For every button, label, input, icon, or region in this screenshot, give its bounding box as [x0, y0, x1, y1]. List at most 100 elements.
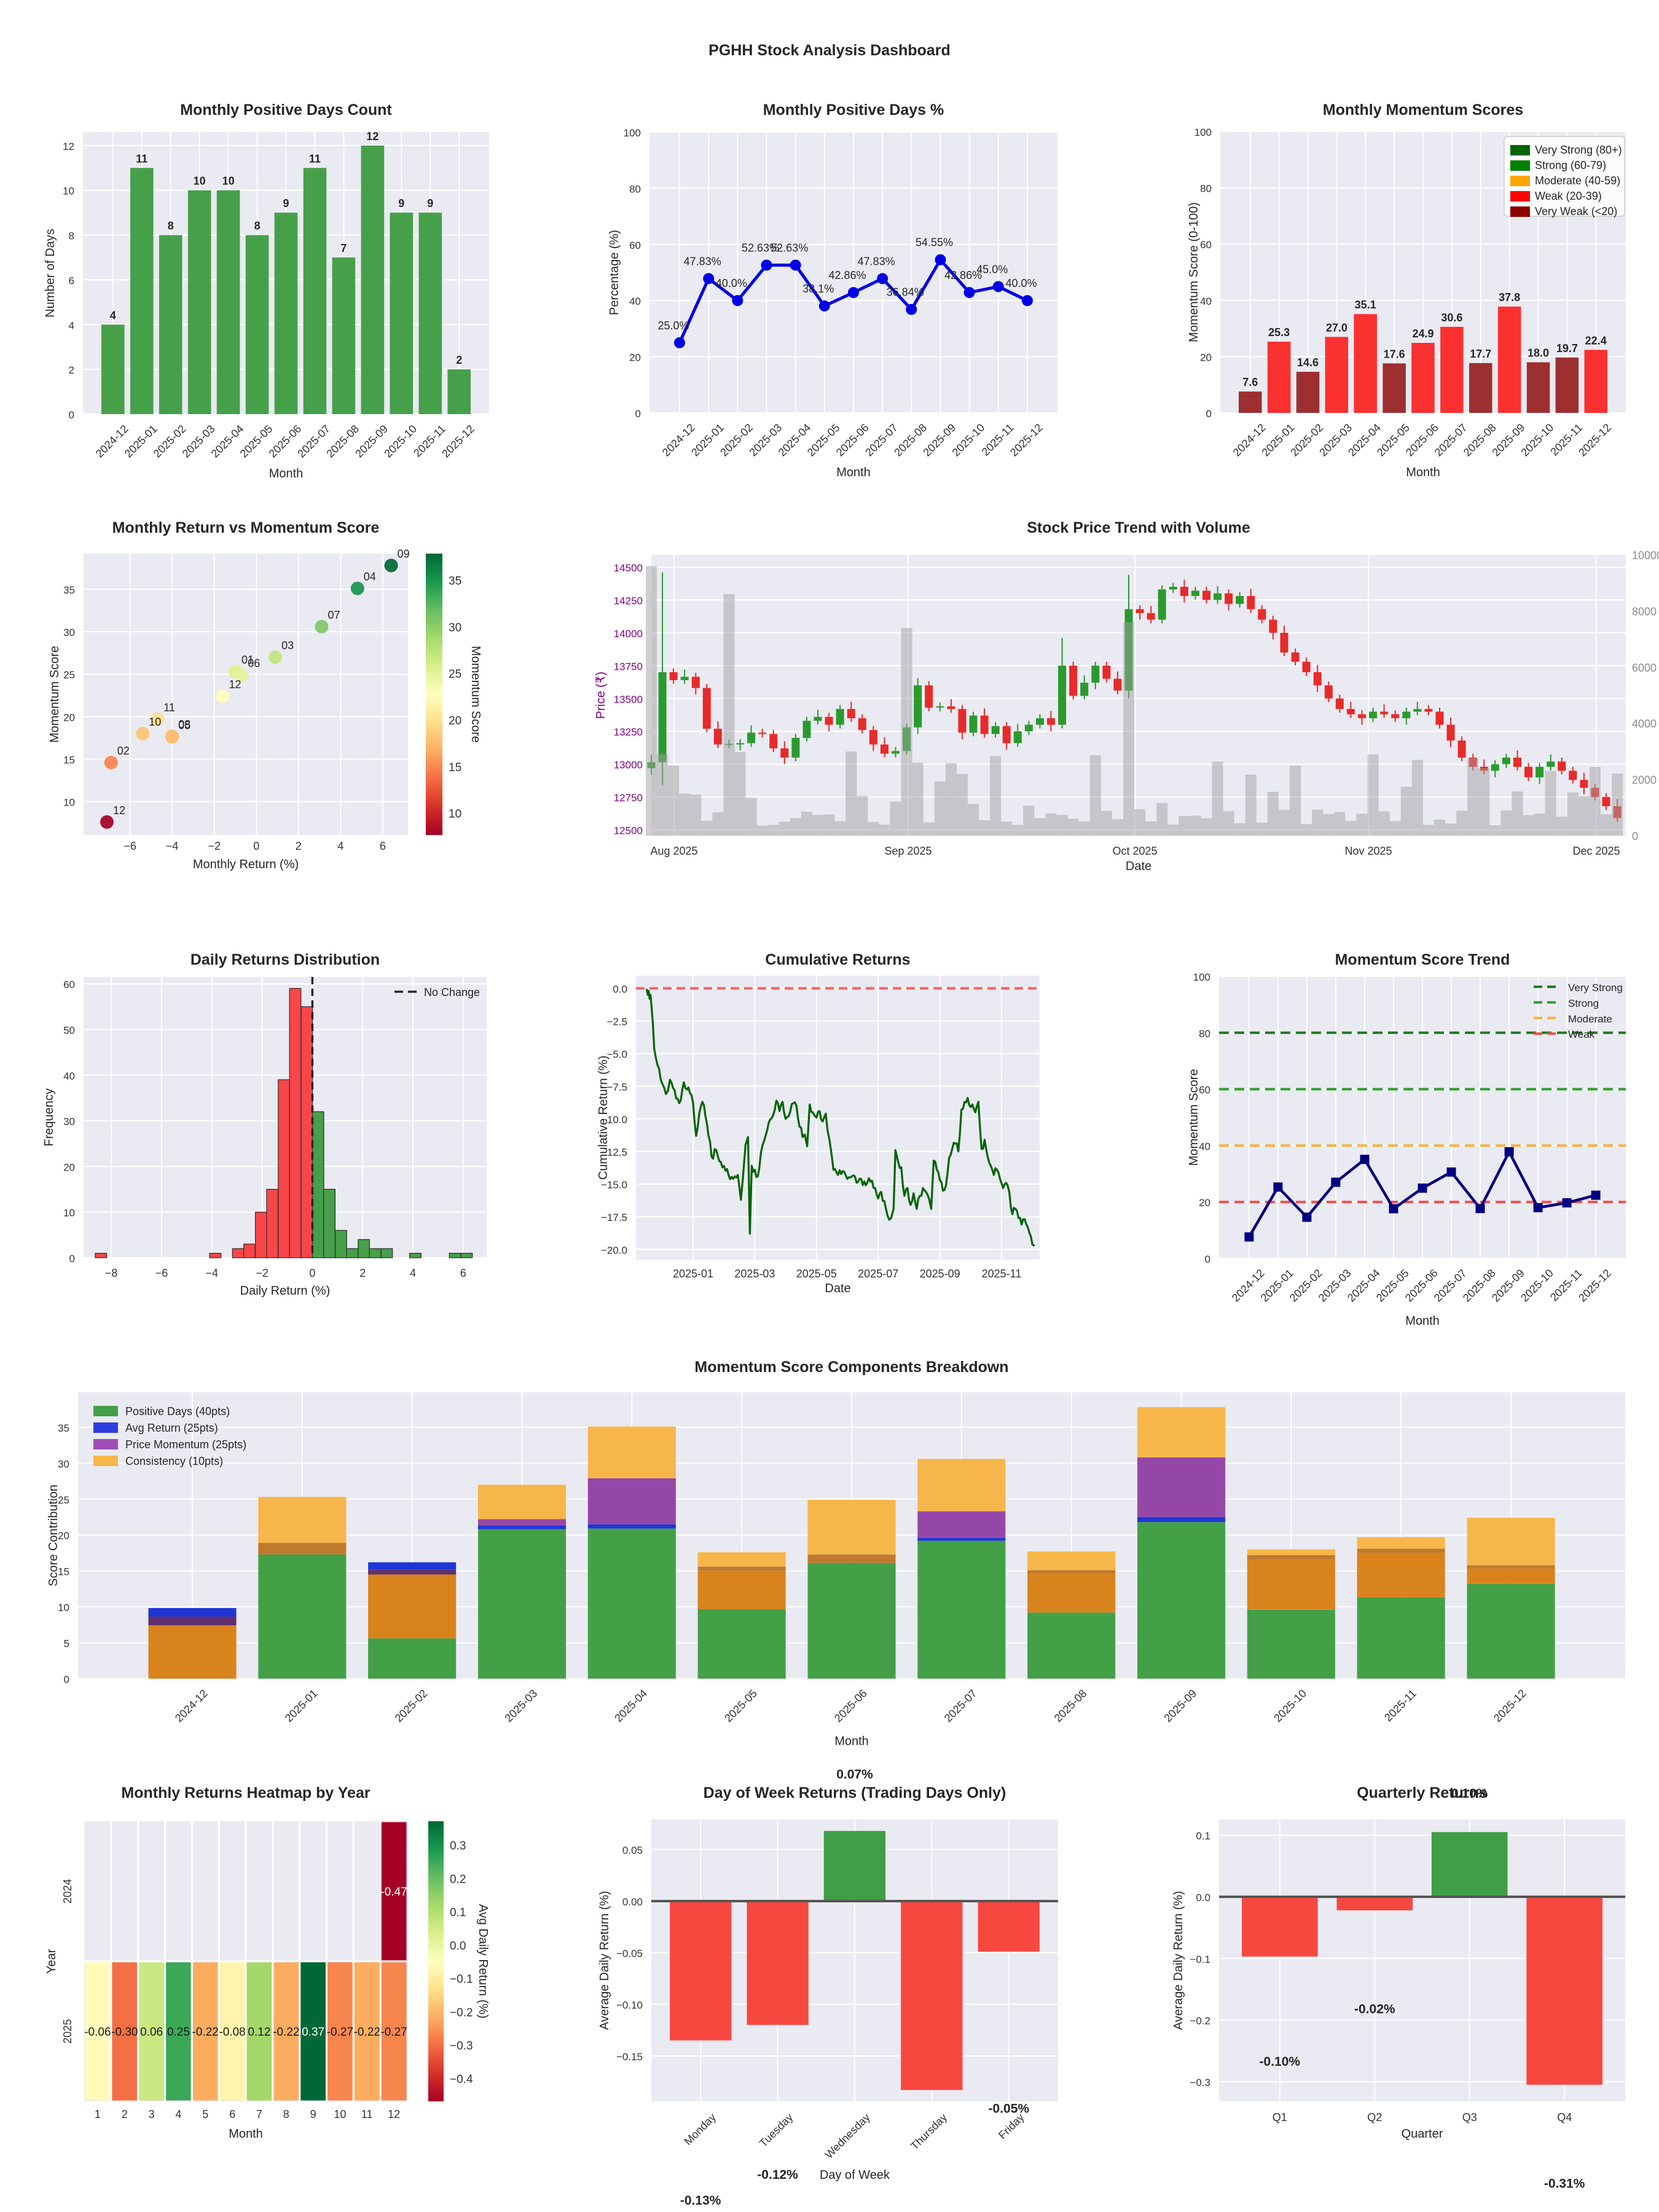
svg-text:15: 15: [449, 761, 461, 774]
svg-text:12500: 12500: [614, 825, 643, 837]
svg-text:−15.0: −15.0: [601, 1179, 627, 1191]
svg-text:12: 12: [229, 678, 241, 691]
svg-text:−5.0: −5.0: [606, 1049, 627, 1061]
svg-text:35: 35: [58, 1422, 69, 1434]
svg-text:Date: Date: [1126, 860, 1151, 873]
svg-text:Avg Return (25pts): Avg Return (25pts): [125, 1422, 218, 1434]
svg-text:13000: 13000: [614, 759, 643, 771]
svg-text:Weak (20-39): Weak (20-39): [1535, 190, 1602, 202]
svg-text:10000: 10000: [1632, 549, 1659, 562]
svg-text:-0.27: -0.27: [380, 2026, 407, 2039]
svg-text:0.1: 0.1: [450, 1907, 466, 1920]
svg-text:20: 20: [1199, 1197, 1210, 1209]
svg-text:15: 15: [63, 755, 75, 766]
svg-text:12750: 12750: [614, 792, 643, 804]
svg-text:10: 10: [63, 797, 75, 809]
svg-text:47.83%: 47.83%: [684, 255, 721, 267]
svg-text:0.1: 0.1: [1196, 1830, 1210, 1842]
svg-text:10: 10: [222, 175, 235, 187]
svg-text:Price (₹): Price (₹): [594, 672, 608, 719]
svg-text:−0.2: −0.2: [450, 2006, 473, 2019]
svg-text:27.0: 27.0: [1326, 321, 1347, 334]
svg-text:4: 4: [175, 2108, 181, 2120]
svg-text:20: 20: [58, 1530, 69, 1542]
svg-text:-0.06: -0.06: [84, 2026, 111, 2039]
svg-text:06: 06: [248, 657, 260, 670]
svg-text:Month: Month: [836, 466, 871, 479]
svg-text:0: 0: [1206, 408, 1212, 420]
svg-text:0.07%: 0.07%: [836, 1767, 873, 1781]
svg-text:37.8: 37.8: [1499, 291, 1520, 304]
svg-text:52.63%: 52.63%: [742, 242, 779, 254]
svg-text:0.0: 0.0: [1196, 1892, 1210, 1904]
svg-text:7: 7: [256, 2108, 262, 2120]
svg-text:Sep 2025: Sep 2025: [884, 845, 931, 857]
svg-text:2025-11: 2025-11: [982, 1268, 1022, 1280]
svg-text:13750: 13750: [614, 661, 643, 672]
svg-text:5: 5: [64, 1638, 69, 1650]
svg-text:54.55%: 54.55%: [916, 237, 953, 249]
svg-text:2: 2: [456, 354, 462, 366]
svg-text:30: 30: [58, 1458, 69, 1470]
svg-text:100: 100: [1193, 971, 1210, 983]
svg-text:Monthly Positive Days %: Monthly Positive Days %: [763, 101, 944, 119]
svg-text:−0.4: −0.4: [450, 2073, 473, 2086]
svg-text:-0.30: -0.30: [111, 2026, 138, 2039]
svg-text:52.63%: 52.63%: [771, 242, 808, 254]
svg-text:−0.2: −0.2: [1190, 2015, 1210, 2027]
svg-text:9: 9: [398, 197, 404, 210]
svg-text:Momentum Score: Momentum Score: [469, 646, 482, 743]
svg-text:9: 9: [283, 197, 289, 210]
svg-text:Moderate: Moderate: [1568, 1013, 1612, 1025]
svg-text:60: 60: [1199, 1084, 1210, 1096]
svg-text:Month: Month: [229, 2127, 263, 2141]
svg-text:9: 9: [310, 2108, 316, 2120]
svg-text:5: 5: [202, 2108, 208, 2120]
svg-text:40: 40: [1200, 296, 1212, 307]
svg-text:Oct 2025: Oct 2025: [1112, 845, 1157, 857]
svg-text:24.9: 24.9: [1412, 327, 1433, 340]
svg-text:14500: 14500: [614, 562, 643, 574]
svg-text:8000: 8000: [1632, 605, 1657, 618]
svg-text:0: 0: [635, 408, 641, 420]
svg-text:7: 7: [340, 242, 347, 254]
svg-text:0.3: 0.3: [450, 1840, 466, 1853]
svg-text:11: 11: [361, 2108, 373, 2120]
svg-text:Stock Price Trend with Volume: Stock Price Trend with Volume: [1027, 519, 1250, 536]
svg-text:Very Weak (<20): Very Weak (<20): [1535, 205, 1617, 218]
svg-text:12: 12: [113, 804, 125, 817]
svg-text:Monthly Momentum Scores: Monthly Momentum Scores: [1323, 101, 1523, 119]
svg-text:2025-03: 2025-03: [734, 1268, 775, 1280]
svg-text:Number of Days: Number of Days: [44, 229, 57, 318]
svg-text:Aug 2025: Aug 2025: [650, 845, 697, 857]
svg-text:22.4: 22.4: [1585, 334, 1607, 347]
svg-text:−8: −8: [105, 1267, 118, 1279]
svg-text:20: 20: [629, 352, 641, 364]
svg-text:35: 35: [63, 584, 75, 596]
svg-text:4: 4: [110, 309, 116, 321]
svg-text:04: 04: [364, 571, 376, 583]
svg-text:2: 2: [122, 2108, 128, 2120]
svg-text:8: 8: [283, 2108, 289, 2120]
svg-text:20: 20: [1200, 351, 1212, 363]
svg-text:0: 0: [64, 1674, 69, 1685]
svg-text:11: 11: [309, 152, 321, 165]
svg-text:0: 0: [1205, 1253, 1210, 1265]
svg-text:38.1%: 38.1%: [802, 283, 834, 295]
svg-text:4000: 4000: [1632, 718, 1657, 730]
svg-text:Nov 2025: Nov 2025: [1344, 845, 1392, 857]
svg-text:20: 20: [449, 715, 461, 728]
svg-text:Monthly Returns Heatmap by Yea: Monthly Returns Heatmap by Year: [121, 1784, 370, 1802]
svg-text:3: 3: [149, 2108, 155, 2120]
svg-text:0.0: 0.0: [450, 1940, 466, 1953]
svg-text:0.37: 0.37: [302, 2026, 324, 2039]
svg-text:Momentum Score (0-100): Momentum Score (0-100): [1187, 202, 1201, 342]
svg-text:2024: 2024: [61, 1879, 74, 1904]
svg-text:Average Daily Return (%): Average Daily Return (%): [1172, 1891, 1185, 2030]
svg-text:No Change: No Change: [424, 986, 480, 998]
svg-text:4: 4: [337, 840, 343, 852]
svg-text:Day of Week Returns (Trading D: Day of Week Returns (Trading Days Only): [704, 1784, 1006, 1802]
svg-text:13250: 13250: [614, 726, 643, 738]
svg-text:-0.27: -0.27: [327, 2026, 353, 2039]
svg-text:25: 25: [449, 668, 461, 681]
